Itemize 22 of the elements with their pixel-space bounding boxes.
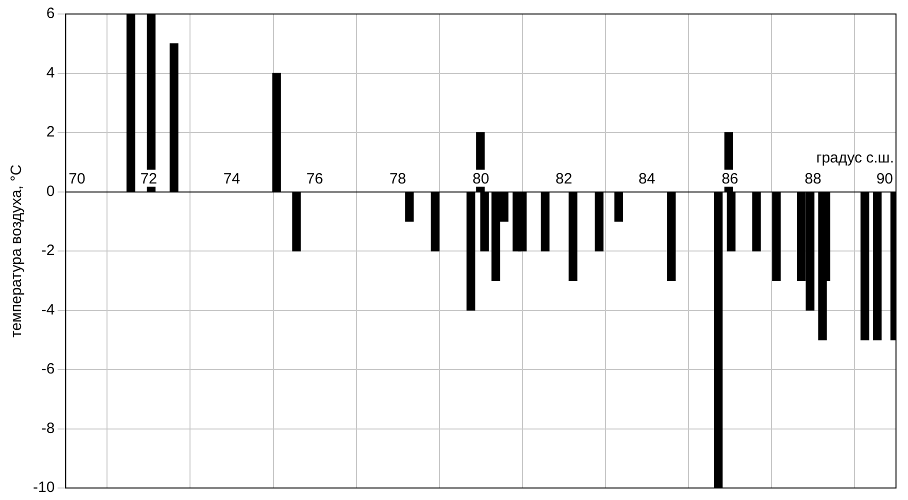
- x-tick-label: 76: [306, 170, 324, 188]
- y-tick-label: -6: [41, 360, 55, 378]
- y-tick-label: 6: [46, 5, 55, 22]
- y-axis-title: температура воздуха, °C: [8, 164, 26, 338]
- y-tick-label: -2: [41, 242, 55, 260]
- y-tick-label: 4: [46, 64, 55, 82]
- y-tick-label: -8: [41, 420, 55, 437]
- x-tick-label: 84: [638, 170, 656, 188]
- y-tick-label: -4: [41, 301, 55, 318]
- x-tick-label: 70: [68, 170, 86, 188]
- x-axis-title: градус с.ш.: [816, 149, 894, 166]
- x-tick-label: 78: [389, 170, 406, 188]
- x-tick-label: 74: [223, 170, 240, 188]
- x-tick-label: 82: [556, 170, 572, 188]
- x-tick-label: 90: [876, 170, 894, 188]
- y-tick-label: -10: [32, 479, 55, 496]
- x-tick-label: 80: [472, 170, 490, 188]
- x-tick-label: 86: [722, 170, 738, 188]
- x-tick-label: 88: [804, 170, 822, 188]
- y-tick-label: 0: [46, 182, 55, 200]
- y-tick-label: 2: [46, 124, 55, 141]
- x-tick-label: 72: [140, 170, 158, 188]
